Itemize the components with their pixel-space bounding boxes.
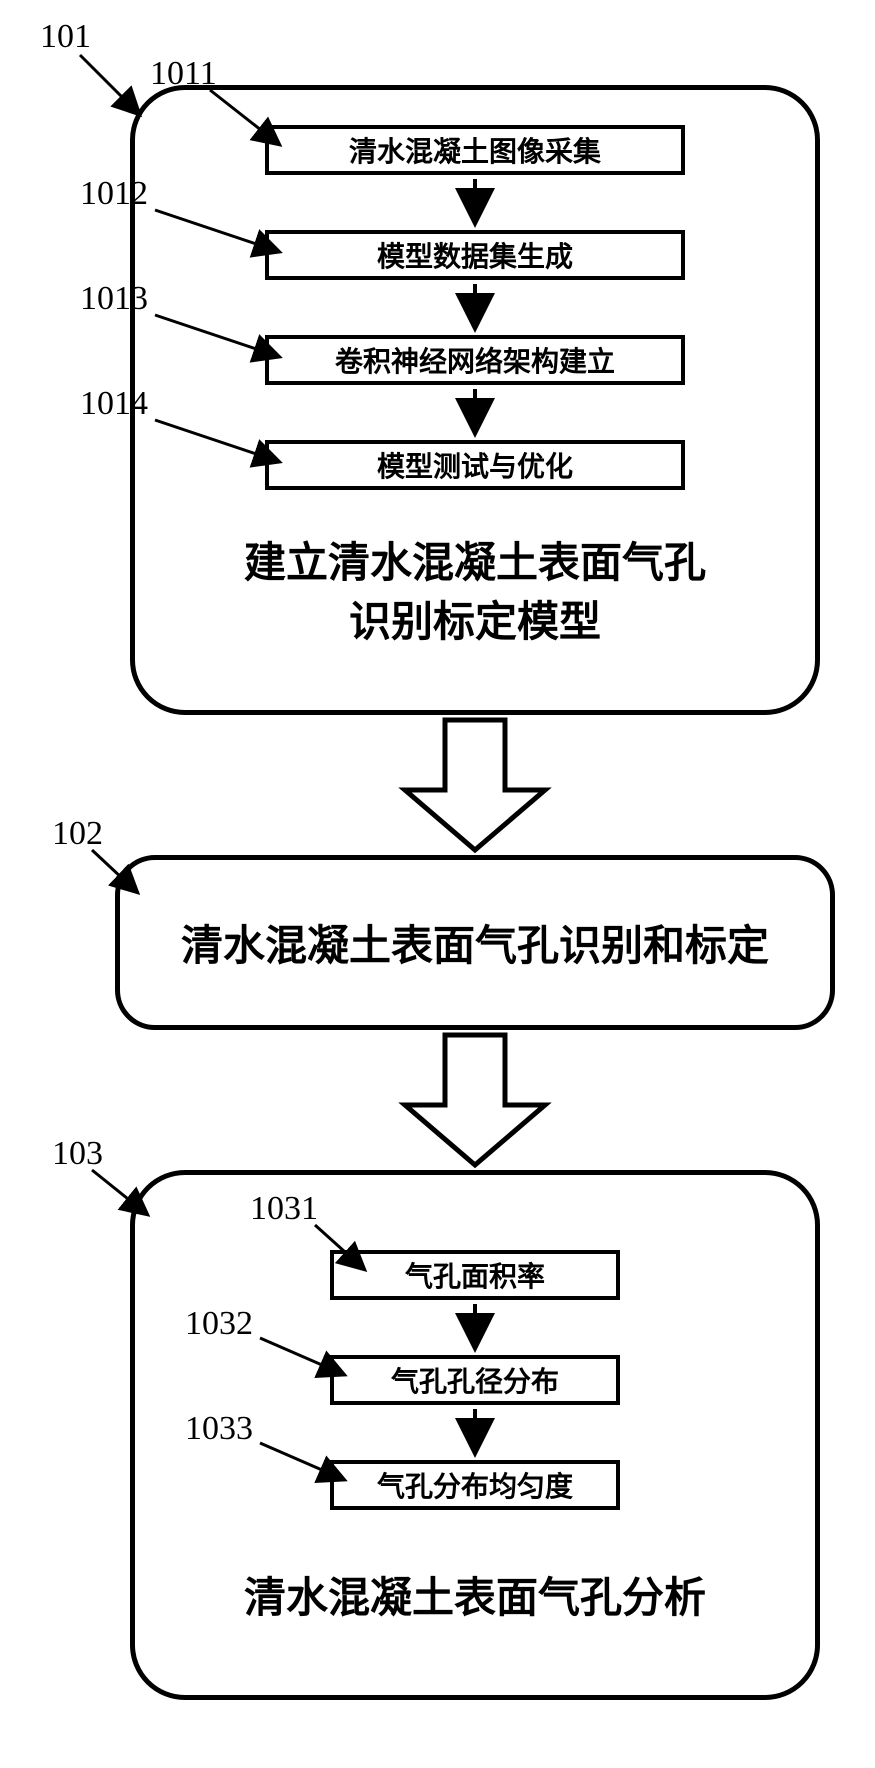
box-1031: 气孔面积率 bbox=[330, 1250, 620, 1300]
callout-101: 101 bbox=[40, 18, 91, 56]
big-arrow-101-102 bbox=[405, 720, 545, 850]
panel-102-caption: 清水混凝土表面气孔识别和标定 bbox=[181, 912, 769, 973]
diagram-container: 清水混凝土图像采集 模型数据集生成 卷积神经网络架构建立 模型测试与优化 建立清… bbox=[0, 0, 875, 1768]
box-1014: 模型测试与优化 bbox=[265, 440, 685, 490]
box-1012: 模型数据集生成 bbox=[265, 230, 685, 280]
caption-101-line2: 识别标定模型 bbox=[349, 600, 601, 646]
callout-102: 102 bbox=[52, 815, 103, 853]
callout-103: 103 bbox=[52, 1135, 103, 1173]
caption-101-line1: 建立清水混凝土表面气孔 bbox=[244, 541, 706, 587]
big-arrow-102-103 bbox=[405, 1035, 545, 1165]
box-1013: 卷积神经网络架构建立 bbox=[265, 335, 685, 385]
callout-1013: 1013 bbox=[80, 280, 148, 318]
callout-1033: 1033 bbox=[185, 1410, 253, 1448]
panel-102: 清水混凝土表面气孔识别和标定 bbox=[115, 855, 835, 1030]
callout-1032: 1032 bbox=[185, 1305, 253, 1343]
box-1033: 气孔分布均匀度 bbox=[330, 1460, 620, 1510]
panel-101-caption: 建立清水混凝土表面气孔 识别标定模型 bbox=[175, 535, 775, 653]
callout-1014: 1014 bbox=[80, 385, 148, 423]
callout-1031: 1031 bbox=[250, 1190, 318, 1228]
callout-1011: 1011 bbox=[150, 55, 217, 93]
panel-103-caption: 清水混凝土表面气孔分析 bbox=[215, 1570, 735, 1629]
box-1011: 清水混凝土图像采集 bbox=[265, 125, 685, 175]
callout-1012: 1012 bbox=[80, 175, 148, 213]
line-101 bbox=[80, 55, 140, 115]
box-1032: 气孔孔径分布 bbox=[330, 1355, 620, 1405]
